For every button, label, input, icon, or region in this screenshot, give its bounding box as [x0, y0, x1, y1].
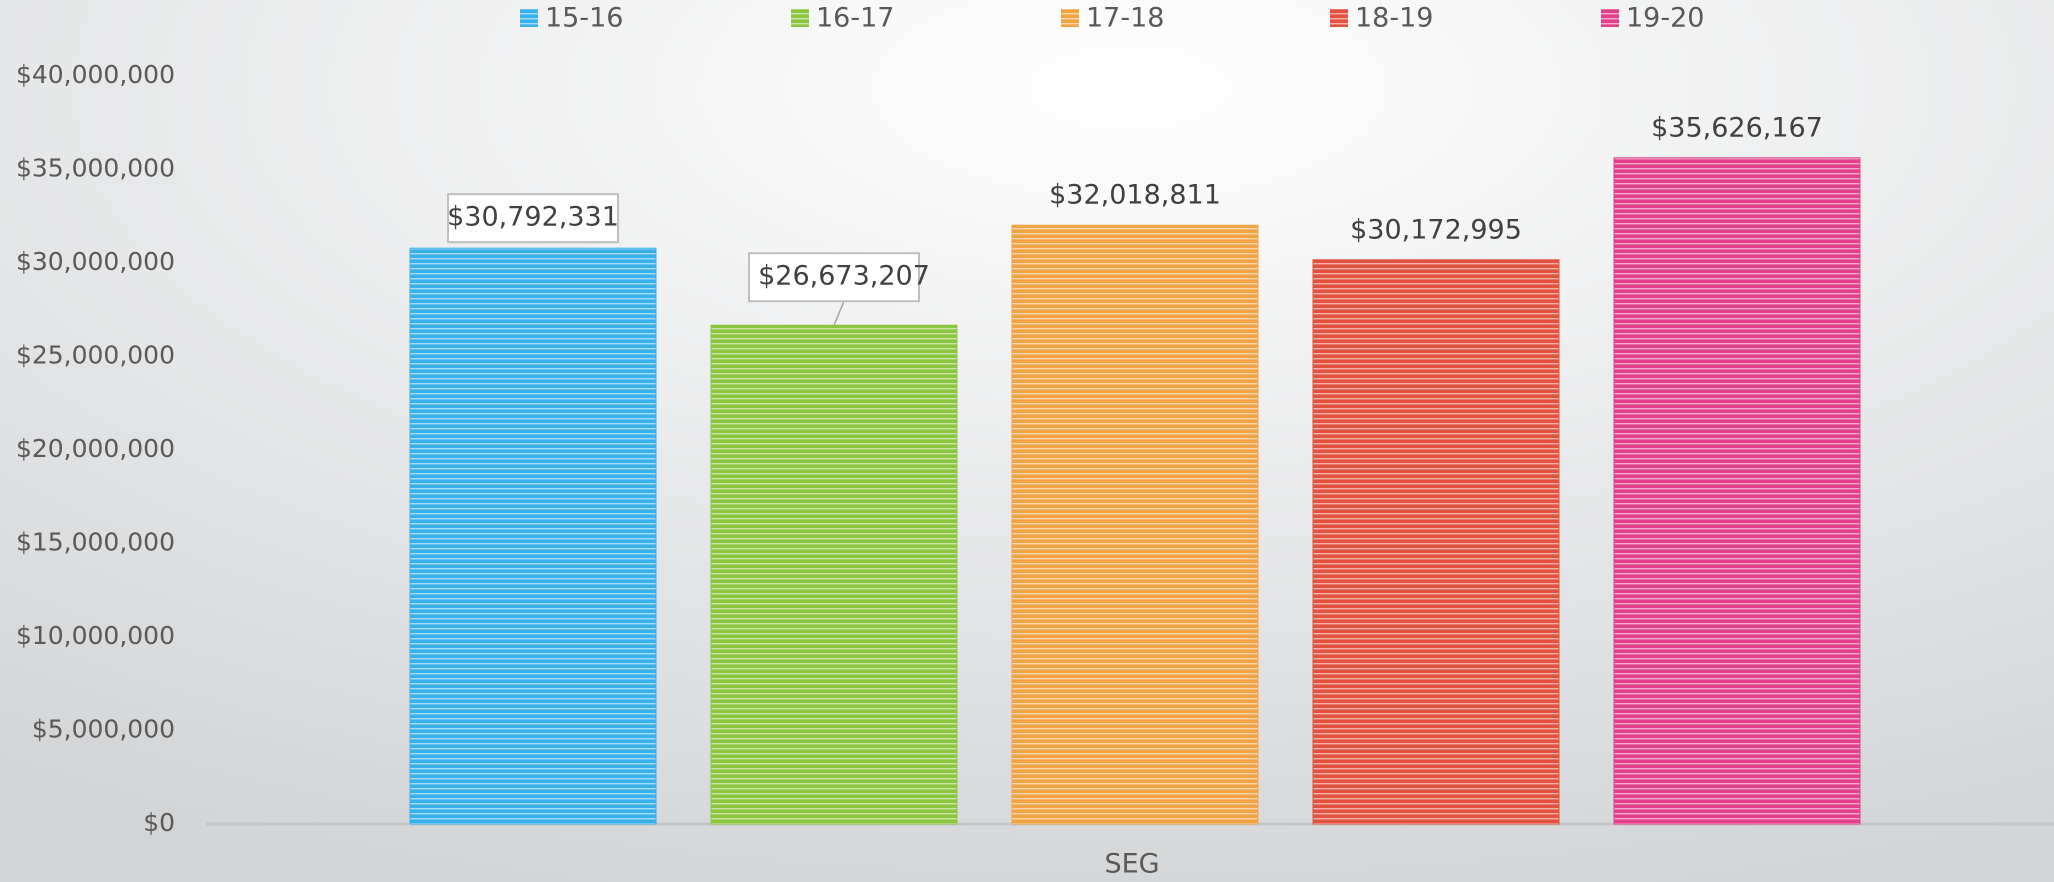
y-tick-label: $40,000,000	[16, 60, 175, 89]
legend-label: 19-20	[1626, 3, 1704, 34]
data-label: $26,673,207	[758, 261, 930, 292]
data-label: $30,792,331	[447, 202, 619, 233]
bar	[1613, 157, 1861, 825]
leader-line	[833, 300, 845, 326]
y-tick-label: $10,000,000	[16, 621, 175, 650]
y-tick-label: $15,000,000	[16, 528, 175, 557]
y-tick-label: $30,000,000	[16, 247, 175, 276]
bar	[409, 247, 657, 825]
y-tick-label: $35,000,000	[16, 154, 175, 183]
y-tick-label: $5,000,000	[32, 715, 175, 744]
bar	[710, 324, 958, 825]
label-box	[447, 193, 619, 244]
label-box	[748, 252, 920, 303]
data-label: $35,626,167	[1651, 112, 1823, 143]
legend-label: 16-17	[816, 3, 894, 34]
y-tick-label: $0	[143, 808, 175, 837]
bar	[1312, 259, 1560, 825]
legend-swatch	[1061, 9, 1079, 27]
y-tick-label: $25,000,000	[16, 341, 175, 370]
legend-label: 15-16	[545, 3, 623, 34]
y-tick-label: $20,000,000	[16, 434, 175, 463]
legend-label: 17-18	[1086, 3, 1164, 34]
legend-swatch	[520, 9, 538, 27]
legend-swatch	[791, 9, 809, 27]
bar	[1011, 224, 1259, 825]
data-label: $30,172,995	[1350, 214, 1522, 245]
legend-swatch	[1601, 9, 1619, 27]
x-axis-title: SEG	[1104, 849, 1159, 880]
legend-label: 18-19	[1355, 3, 1433, 34]
legend-swatch	[1330, 9, 1348, 27]
data-label: $32,018,811	[1049, 180, 1221, 211]
